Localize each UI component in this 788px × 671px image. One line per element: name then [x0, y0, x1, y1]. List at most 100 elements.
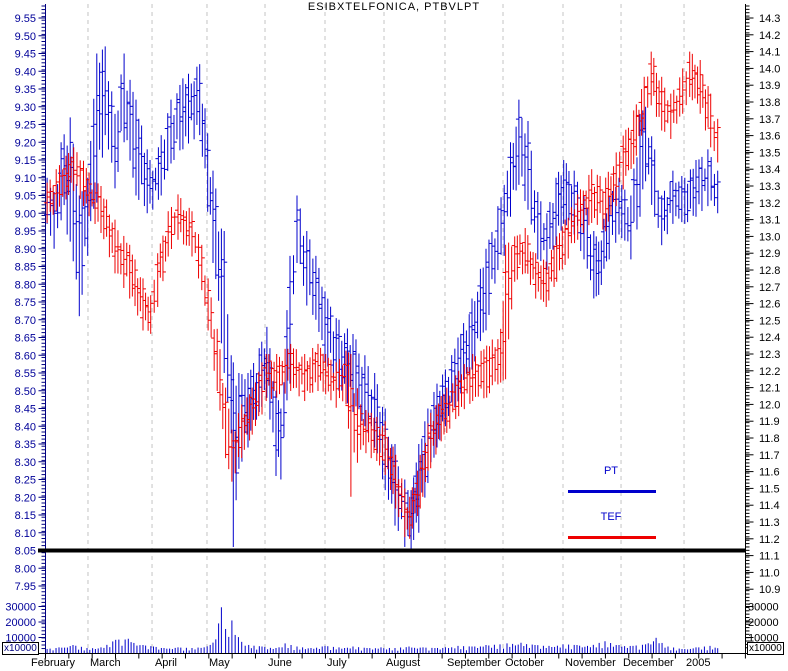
svg-text:11.5: 11.5: [759, 483, 780, 495]
svg-text:July: July: [327, 657, 347, 669]
svg-text:8.85: 8.85: [15, 262, 36, 274]
svg-text:8.65: 8.65: [15, 333, 36, 345]
svg-text:13.0: 13.0: [759, 231, 780, 243]
svg-text:October: October: [505, 657, 544, 669]
svg-text:10000: 10000: [5, 633, 36, 645]
svg-text:March: March: [90, 657, 121, 669]
svg-text:8.50: 8.50: [15, 386, 36, 398]
svg-text:8.00: 8.00: [15, 563, 36, 575]
svg-text:13.6: 13.6: [759, 131, 780, 143]
svg-text:11.6: 11.6: [759, 467, 780, 479]
svg-text:June: June: [268, 657, 292, 669]
svg-text:11.1: 11.1: [759, 551, 780, 563]
svg-text:13.4: 13.4: [759, 164, 780, 176]
svg-text:11.0: 11.0: [759, 567, 780, 579]
axes: [38, 4, 762, 659]
svg-text:13.7: 13.7: [759, 114, 780, 126]
svg-text:12.8: 12.8: [759, 265, 780, 277]
svg-text:8.05: 8.05: [15, 546, 36, 558]
svg-text:12.2: 12.2: [759, 366, 780, 378]
axis-labels: 9.55 9.50 9.45 9.40 9.35 9.30 9.25 9.20 9.15 9.10…: [5, 13, 780, 669]
svg-text:8.70: 8.70: [15, 315, 36, 327]
svg-text:11.4: 11.4: [759, 500, 780, 512]
svg-text:13.9: 13.9: [759, 80, 780, 92]
svg-text:9.35: 9.35: [15, 84, 36, 96]
svg-text:11.8: 11.8: [759, 433, 780, 445]
svg-text:9.20: 9.20: [15, 137, 36, 149]
svg-text:8.10: 8.10: [15, 528, 36, 540]
svg-text:May: May: [209, 657, 230, 669]
svg-text:November: November: [565, 657, 616, 669]
svg-text:9.05: 9.05: [15, 191, 36, 203]
svg-text:9.55: 9.55: [15, 13, 36, 25]
svg-text:8.25: 8.25: [15, 475, 36, 487]
volume-multiplier-left: x10000: [2, 642, 39, 655]
svg-text:9.45: 9.45: [15, 49, 36, 61]
svg-text:12.6: 12.6: [759, 299, 780, 311]
svg-text:December: December: [623, 657, 674, 669]
series-tef: [44, 51, 721, 539]
svg-text:8.40: 8.40: [15, 421, 36, 433]
svg-text:12.5: 12.5: [759, 315, 780, 327]
svg-text:7.95: 7.95: [15, 581, 36, 593]
svg-text:8.60: 8.60: [15, 350, 36, 362]
svg-text:9.30: 9.30: [15, 102, 36, 114]
svg-text:14.0: 14.0: [759, 63, 780, 75]
svg-text:April: April: [155, 657, 177, 669]
svg-text:30000: 30000: [748, 602, 779, 614]
svg-text:9.00: 9.00: [15, 208, 36, 220]
svg-text:8.20: 8.20: [15, 492, 36, 504]
svg-text:8.95: 8.95: [15, 226, 36, 238]
svg-text:14.1: 14.1: [759, 47, 780, 59]
svg-text:10.9: 10.9: [759, 584, 780, 596]
volume-bars: [46, 607, 719, 653]
svg-text:8.55: 8.55: [15, 368, 36, 380]
svg-text:August: August: [386, 657, 420, 669]
svg-text:9.40: 9.40: [15, 66, 36, 78]
svg-text:8.75: 8.75: [15, 297, 36, 309]
svg-text:12.7: 12.7: [759, 282, 780, 294]
svg-text:9.10: 9.10: [15, 173, 36, 185]
svg-text:13.5: 13.5: [759, 147, 780, 159]
svg-text:12.0: 12.0: [759, 399, 780, 411]
svg-text:9.50: 9.50: [15, 31, 36, 43]
volume-multiplier-right: x10000: [747, 642, 784, 655]
svg-text:13.1: 13.1: [759, 215, 780, 227]
svg-text:11.2: 11.2: [759, 534, 780, 546]
svg-text:20000: 20000: [748, 617, 779, 629]
svg-text:11.9: 11.9: [759, 416, 780, 428]
svg-text:13.2: 13.2: [759, 198, 780, 210]
svg-text:8.35: 8.35: [15, 439, 36, 451]
svg-text:February: February: [31, 657, 76, 669]
svg-text:8.45: 8.45: [15, 404, 36, 416]
svg-text:8.80: 8.80: [15, 279, 36, 291]
svg-text:11.3: 11.3: [759, 517, 780, 529]
svg-text:8.90: 8.90: [15, 244, 36, 256]
legend-line-tef: [568, 536, 656, 539]
svg-text:20000: 20000: [5, 617, 36, 629]
svg-text:9.25: 9.25: [15, 120, 36, 132]
svg-text:13.8: 13.8: [759, 97, 780, 109]
svg-text:10000: 10000: [748, 633, 779, 645]
legend-label-tef: TEF: [600, 511, 622, 523]
chart-title: ESIBXTELFONICA, PTBVLPT: [307, 1, 481, 13]
svg-text:30000: 30000: [5, 602, 36, 614]
legend-label-pt: PT: [603, 465, 619, 477]
svg-text:2005: 2005: [686, 657, 710, 669]
svg-text:8.15: 8.15: [15, 510, 36, 522]
svg-text:14.2: 14.2: [759, 30, 780, 42]
svg-text:12.3: 12.3: [759, 349, 780, 361]
legend-line-pt: [568, 490, 656, 493]
svg-text:14.3: 14.3: [759, 13, 780, 25]
series-pt: [44, 46, 721, 551]
svg-text:September: September: [447, 657, 501, 669]
svg-text:11.7: 11.7: [759, 450, 780, 462]
svg-text:13.3: 13.3: [759, 181, 780, 193]
svg-text:8.30: 8.30: [15, 457, 36, 469]
svg-text:12.4: 12.4: [759, 332, 780, 344]
svg-text:9.15: 9.15: [15, 155, 36, 167]
svg-text:12.9: 12.9: [759, 248, 780, 260]
svg-text:12.1: 12.1: [759, 383, 780, 395]
